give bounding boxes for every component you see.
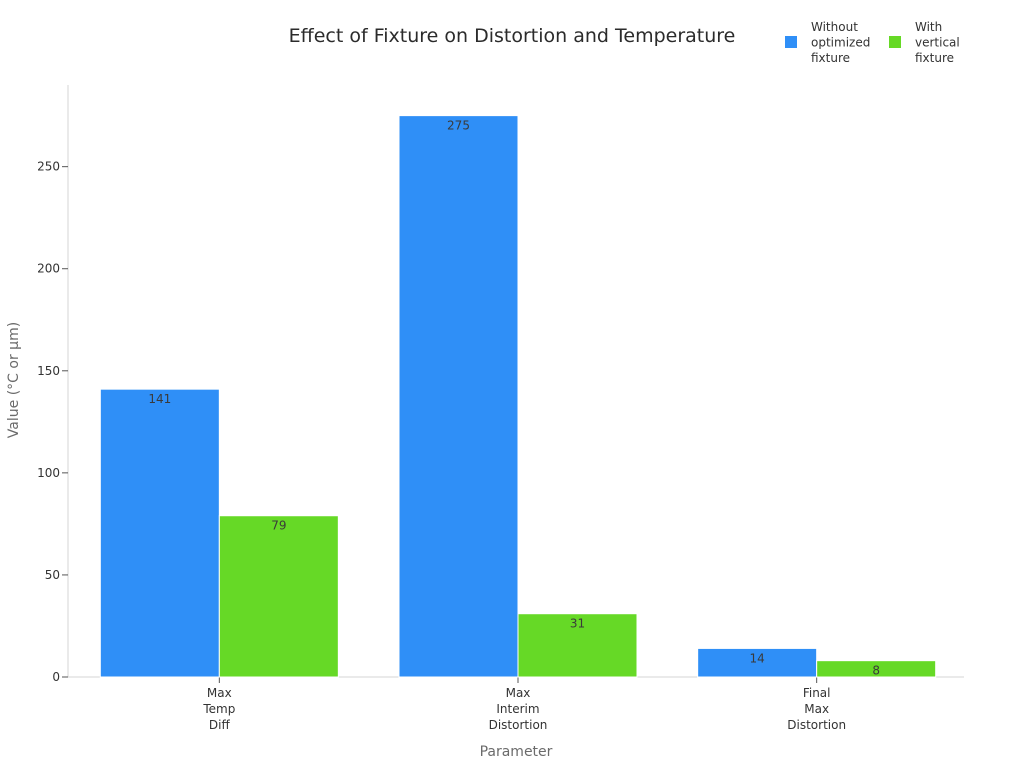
bar bbox=[517, 613, 638, 678]
bar-value-label: 8 bbox=[872, 664, 880, 678]
y-tick-label: 200 bbox=[37, 262, 60, 276]
y-tick-label: 50 bbox=[45, 568, 60, 582]
legend: Without optimized fixture With vertical fixtu… bbox=[785, 20, 960, 65]
y-tick-label: 250 bbox=[37, 160, 60, 174]
bar bbox=[697, 647, 818, 678]
bars bbox=[99, 115, 937, 678]
y-axis-title: Value (°C or µm) bbox=[6, 322, 22, 438]
bar-value-label: 14 bbox=[750, 651, 765, 665]
axes: 0 50 100 150 200 250 Max Temp Diff Max Interim Dist… bbox=[37, 85, 964, 732]
x-axis-title: Parameter bbox=[480, 744, 553, 760]
data-labels: 141 79 275 31 14 8 bbox=[148, 119, 880, 678]
x-tick-label: Max Temp Diff bbox=[202, 686, 235, 732]
x-tick-label: Max Interim Distortion bbox=[489, 686, 548, 732]
y-tick-label: 0 bbox=[52, 670, 60, 684]
legend-label: Without optimized fixture bbox=[811, 20, 870, 65]
y-tick-label: 150 bbox=[37, 364, 60, 378]
y-tick-label: 100 bbox=[37, 466, 60, 480]
bar bbox=[99, 388, 220, 678]
bar-value-label: 275 bbox=[447, 119, 470, 133]
bar bbox=[398, 115, 519, 678]
bar-value-label: 141 bbox=[148, 392, 171, 406]
legend-swatch bbox=[785, 36, 797, 48]
legend-label: With vertical fixture bbox=[915, 20, 960, 65]
bar-value-label: 31 bbox=[570, 617, 585, 631]
bar-value-label: 79 bbox=[271, 519, 286, 533]
legend-swatch bbox=[889, 36, 901, 48]
bar bbox=[816, 660, 937, 678]
bar bbox=[218, 515, 339, 678]
chart-title: Effect of Fixture on Distortion and Temp… bbox=[289, 25, 736, 47]
x-tick-label: Final Max Distortion bbox=[787, 686, 846, 732]
